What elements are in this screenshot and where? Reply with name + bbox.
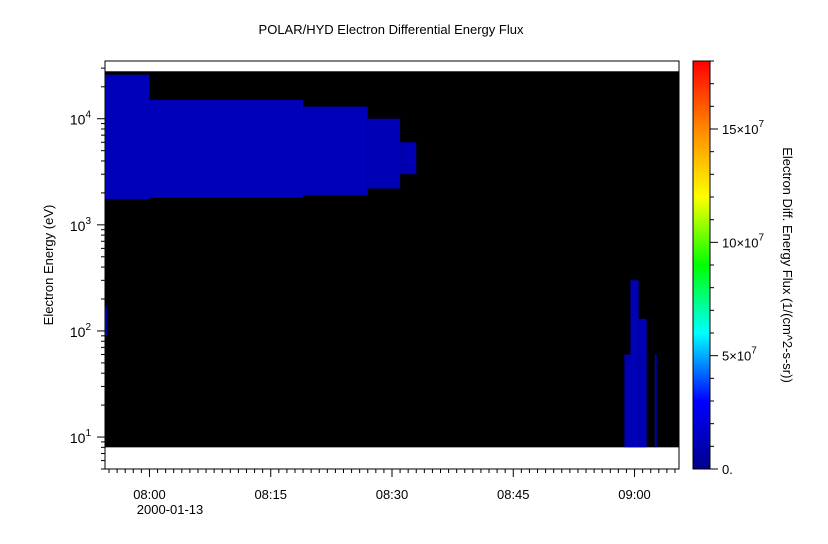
x-tick-label: 08:15 <box>254 487 287 502</box>
y-tick-base: 10 <box>70 430 86 446</box>
x-tick-label: 09:00 <box>618 487 651 502</box>
x-date-label: 2000-01-13 <box>137 502 204 517</box>
flux-region <box>105 74 150 200</box>
colorbar-tick-label: 5×107 <box>722 346 757 364</box>
flux-region <box>367 118 401 189</box>
x-tick-label: 08:30 <box>376 487 409 502</box>
flux-region <box>105 306 108 336</box>
colorbar-tick-exp: 7 <box>751 346 757 357</box>
colorbar-tick-exp: 7 <box>759 119 765 130</box>
chart-title: POLAR/HYD Electron Differential Energy F… <box>259 22 524 37</box>
colorbar-tick-label: 10×107 <box>722 232 765 250</box>
colorbar-tick-label: 0. <box>722 462 733 477</box>
y-tick-base: 10 <box>70 324 86 340</box>
flux-region <box>400 142 417 175</box>
colorbar-tick-base: 5×10 <box>722 349 751 364</box>
colorbar-tick-exp: 7 <box>759 232 765 243</box>
x-tick-label: 08:45 <box>497 487 530 502</box>
colorbar-tick-label: 15×107 <box>722 119 765 137</box>
flux-region <box>654 354 657 448</box>
y-tick-exp: 3 <box>85 216 91 227</box>
y-tick-exp: 1 <box>85 428 91 439</box>
x-tick-label: 08:00 <box>133 487 166 502</box>
x-axis: 08:00 08:15 08:30 08:45 09:00 <box>108 469 676 502</box>
y-tick-base: 10 <box>70 112 86 128</box>
flux-region <box>624 354 631 448</box>
flux-regions <box>105 74 657 448</box>
flux-region <box>638 318 647 448</box>
y-tick-exp: 4 <box>85 110 91 121</box>
colorbar-tick-base: 10×10 <box>722 235 759 250</box>
y-tick-label: 104 <box>70 110 92 128</box>
y-tick-exp: 2 <box>85 322 91 333</box>
y-tick-label: 102 <box>70 322 92 340</box>
colorbar <box>692 60 711 470</box>
y-tick-base: 10 <box>70 218 86 234</box>
y-tick-label: 103 <box>70 216 92 234</box>
flux-region <box>630 280 639 448</box>
colorbar-tick-base: 15×10 <box>722 122 759 137</box>
colorbar-label: Electron Diff. Energy Flux (1/(cm^2-s-sr… <box>780 147 795 383</box>
flux-region <box>303 106 368 196</box>
y-axis-label: Electron Energy (eV) <box>41 205 56 326</box>
flux-region <box>149 100 304 198</box>
y-tick-label: 101 <box>70 428 92 446</box>
